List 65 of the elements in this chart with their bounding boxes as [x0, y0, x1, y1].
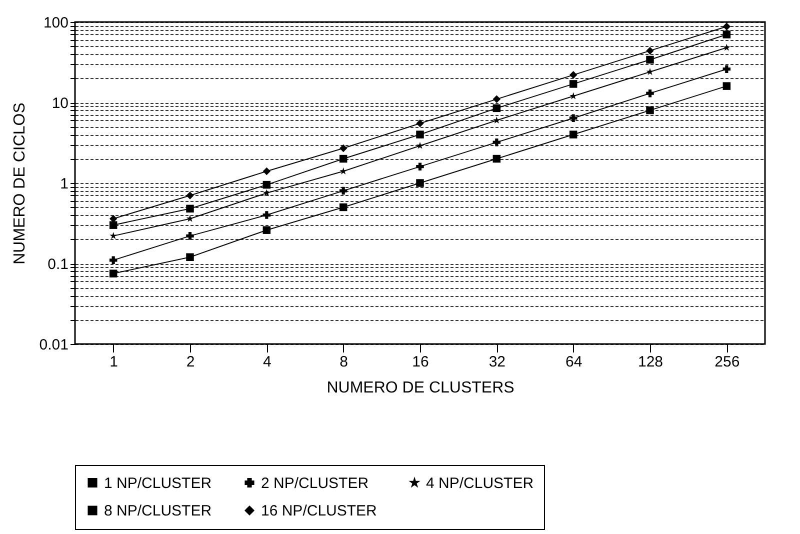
x-axis-title: NUMERO DE CLUSTERS: [326, 380, 514, 396]
point: [186, 204, 194, 213]
point: [722, 22, 731, 30]
point: [416, 130, 424, 138]
y-tick-label: 0.01: [39, 336, 68, 354]
legend-label: 1 NP/CLUSTER: [104, 474, 212, 492]
point: [109, 221, 118, 229]
y-tick-label: 0.1: [48, 256, 68, 273]
y-tick-label: 100: [43, 14, 68, 32]
point: [646, 46, 654, 55]
x-tick-label: 16: [412, 354, 429, 370]
point: [722, 65, 731, 73]
legend-label: 4 NP/CLUSTER: [426, 474, 534, 492]
y-tick-label: 10: [52, 95, 68, 112]
legend-label: 8 NP/CLUSTER: [104, 502, 212, 520]
point: [722, 30, 731, 38]
point: [646, 106, 654, 114]
x-tick-label: 8: [340, 354, 348, 370]
point: [492, 138, 501, 146]
point: [340, 167, 348, 174]
point: [569, 130, 578, 138]
x-tick-label: 64: [565, 354, 582, 370]
point: [416, 162, 424, 170]
point: [186, 192, 194, 200]
point: [262, 211, 271, 219]
point: [569, 114, 578, 122]
x-tick-label: 4: [262, 354, 272, 370]
point: [492, 104, 501, 112]
point: [262, 180, 271, 189]
point: [339, 144, 348, 152]
point: [646, 56, 654, 64]
legend-label: 16 NP/CLUSTER: [261, 502, 378, 520]
point: [492, 95, 501, 104]
point: [570, 92, 578, 100]
point: [339, 154, 348, 163]
y-tick-label: 1: [60, 176, 68, 192]
point: [492, 154, 501, 163]
point: [492, 116, 500, 124]
point: [569, 80, 578, 88]
point: [416, 120, 424, 128]
y-axis-title: NUMERO DE CICLOS: [11, 102, 28, 264]
x-tick-label: 128: [638, 354, 664, 370]
point: [722, 44, 730, 51]
point: [109, 270, 118, 278]
point: [416, 142, 424, 149]
legend-label: 2 NP/CLUSTER: [261, 474, 369, 492]
point: [110, 232, 118, 240]
point: [262, 189, 270, 196]
point: [186, 232, 194, 240]
point: [109, 256, 118, 264]
x-tick-label: 256: [714, 354, 740, 370]
x-tick-label: 2: [186, 354, 195, 370]
point: [722, 82, 731, 90]
point: [569, 71, 578, 79]
point: [186, 253, 194, 261]
point: [416, 179, 424, 187]
x-tick-label: 1: [110, 354, 118, 370]
point: [262, 226, 271, 234]
point: [339, 186, 348, 195]
x-tick-label: 32: [488, 354, 506, 370]
point: [262, 167, 271, 176]
point: [646, 89, 654, 98]
point: [339, 203, 348, 212]
point: [646, 68, 654, 76]
point: [186, 214, 194, 222]
